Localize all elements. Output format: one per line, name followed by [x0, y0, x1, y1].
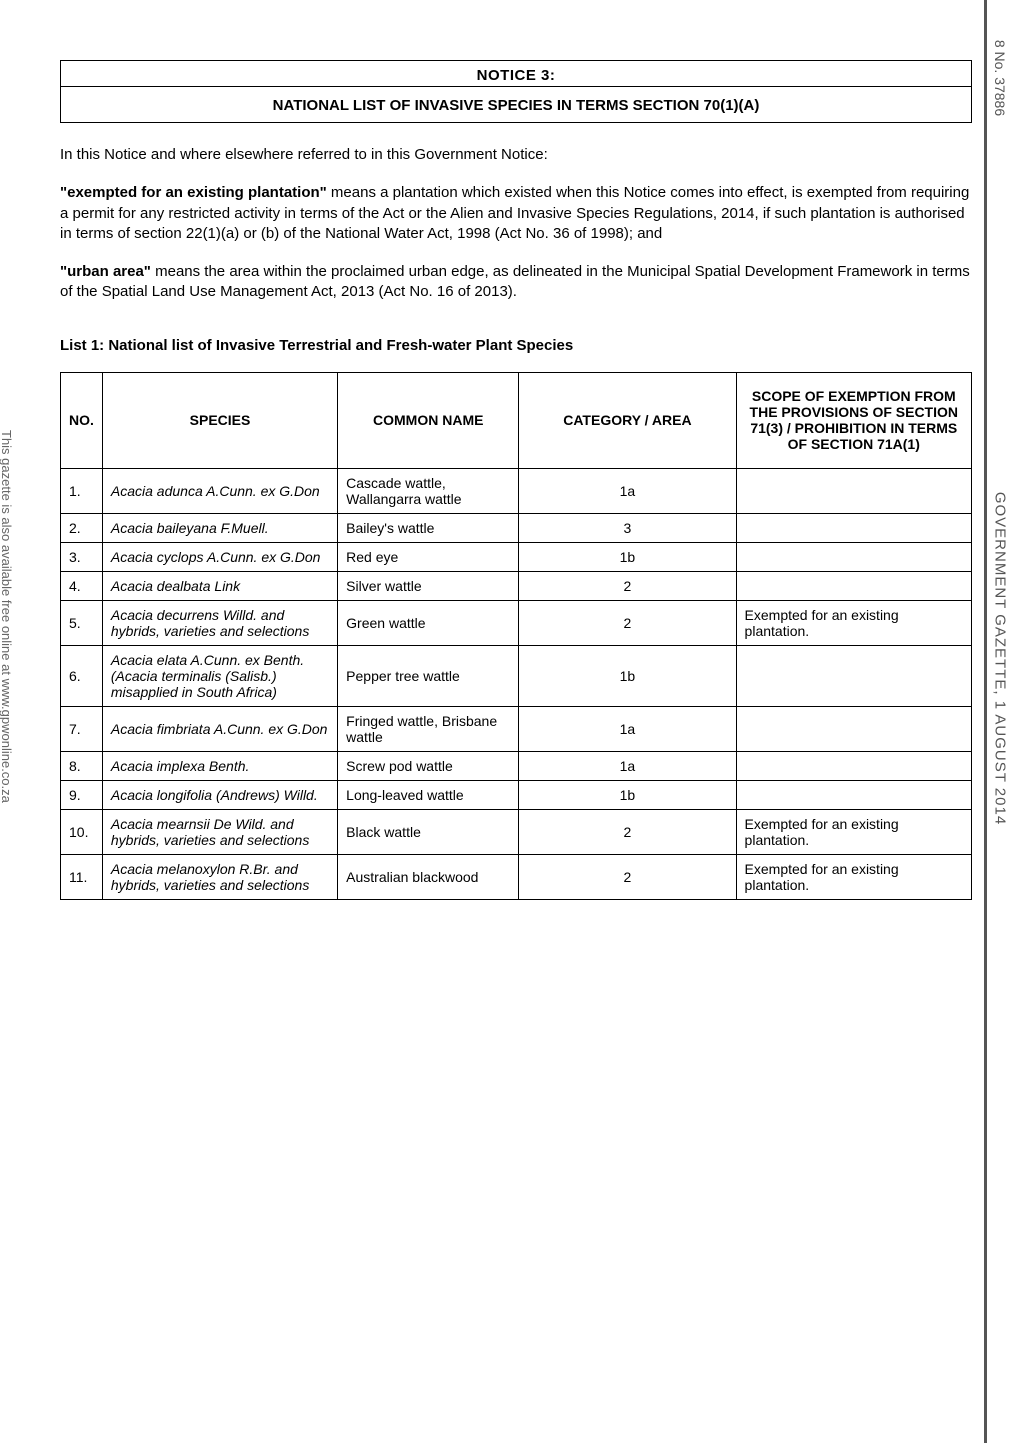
cell-scope: Exempted for an existing plantation. [736, 809, 971, 854]
cell-species: Acacia fimbriata A.Cunn. ex G.Don [102, 706, 337, 751]
table-row: 7.Acacia fimbriata A.Cunn. ex G.DonFring… [61, 706, 972, 751]
cell-category: 2 [519, 600, 736, 645]
cell-category: 2 [519, 809, 736, 854]
cell-category: 1a [519, 468, 736, 513]
cell-species: Acacia implexa Benth. [102, 751, 337, 780]
cell-common: Bailey's wattle [338, 513, 519, 542]
def2-body: means the area within the proclaimed urb… [60, 263, 970, 300]
cell-scope [736, 706, 971, 751]
cell-no: 10. [61, 809, 103, 854]
table-row: 5.Acacia decurrens Willd. and hybrids, v… [61, 600, 972, 645]
cell-no: 7. [61, 706, 103, 751]
cell-scope [736, 751, 971, 780]
table-row: 1.Acacia adunca A.Cunn. ex G.DonCascade … [61, 468, 972, 513]
cell-common: Fringed wattle, Brisbane wattle [338, 706, 519, 751]
cell-common: Long-leaved wattle [338, 780, 519, 809]
cell-species: Acacia baileyana F.Muell. [102, 513, 337, 542]
cell-category: 1b [519, 645, 736, 706]
cell-common: Green wattle [338, 600, 519, 645]
table-row: 2.Acacia baileyana F.Muell.Bailey's watt… [61, 513, 972, 542]
cell-common: Black wattle [338, 809, 519, 854]
cell-species: Acacia melanoxylon R.Br. and hybrids, va… [102, 854, 337, 899]
cell-category: 1b [519, 542, 736, 571]
col-species: SPECIES [102, 372, 337, 468]
cell-common: Cascade wattle, Wallangarra wattle [338, 468, 519, 513]
cell-no: 9. [61, 780, 103, 809]
cell-category: 1a [519, 706, 736, 751]
table-header-row: NO. SPECIES COMMON NAME CATEGORY / AREA … [61, 372, 972, 468]
cell-no: 11. [61, 854, 103, 899]
cell-no: 1. [61, 468, 103, 513]
cell-no: 2. [61, 513, 103, 542]
table-row: 4.Acacia dealbata LinkSilver wattle2 [61, 571, 972, 600]
cell-scope [736, 645, 971, 706]
notice-box: NOTICE 3: NATIONAL LIST OF INVASIVE SPEC… [60, 60, 972, 123]
page-content: NOTICE 3: NATIONAL LIST OF INVASIVE SPEC… [0, 0, 1020, 940]
intro-paragraph: In this Notice and where elsewhere refer… [60, 145, 972, 165]
cell-species: Acacia mearnsii De Wild. and hybrids, va… [102, 809, 337, 854]
cell-common: Silver wattle [338, 571, 519, 600]
cell-category: 2 [519, 854, 736, 899]
cell-no: 6. [61, 645, 103, 706]
table-row: 6.Acacia elata A.Cunn. ex Benth. (Acacia… [61, 645, 972, 706]
cell-no: 5. [61, 600, 103, 645]
def1-term: "exempted for an existing plantation" [60, 184, 327, 201]
cell-no: 8. [61, 751, 103, 780]
cell-scope: Exempted for an existing plantation. [736, 600, 971, 645]
cell-species: Acacia cyclops A.Cunn. ex G.Don [102, 542, 337, 571]
notice-subtitle: NATIONAL LIST OF INVASIVE SPECIES IN TER… [61, 87, 971, 122]
cell-scope [736, 542, 971, 571]
cell-species: Acacia elata A.Cunn. ex Benth. (Acacia t… [102, 645, 337, 706]
table-row: 11.Acacia melanoxylon R.Br. and hybrids,… [61, 854, 972, 899]
cell-species: Acacia decurrens Willd. and hybrids, var… [102, 600, 337, 645]
cell-category: 3 [519, 513, 736, 542]
table-row: 8.Acacia implexa Benth.Screw pod wattle1… [61, 751, 972, 780]
cell-category: 1a [519, 751, 736, 780]
species-table: NO. SPECIES COMMON NAME CATEGORY / AREA … [60, 372, 972, 900]
col-no: NO. [61, 372, 103, 468]
cell-species: Acacia longifolia (Andrews) Willd. [102, 780, 337, 809]
cell-species: Acacia adunca A.Cunn. ex G.Don [102, 468, 337, 513]
cell-no: 3. [61, 542, 103, 571]
table-row: 10.Acacia mearnsii De Wild. and hybrids,… [61, 809, 972, 854]
notice-title: NOTICE 3: [61, 61, 971, 87]
list-title: List 1: National list of Invasive Terres… [60, 337, 972, 354]
cell-scope: Exempted for an existing plantation. [736, 854, 971, 899]
cell-category: 2 [519, 571, 736, 600]
cell-common: Australian blackwood [338, 854, 519, 899]
definition-2: "urban area" means the area within the p… [60, 262, 972, 303]
col-category: CATEGORY / AREA [519, 372, 736, 468]
cell-species: Acacia dealbata Link [102, 571, 337, 600]
cell-scope [736, 571, 971, 600]
col-scope: SCOPE OF EXEMPTION FROM THE PROVISIONS O… [736, 372, 971, 468]
cell-no: 4. [61, 571, 103, 600]
cell-category: 1b [519, 780, 736, 809]
cell-common: Screw pod wattle [338, 751, 519, 780]
cell-scope [736, 468, 971, 513]
cell-scope [736, 513, 971, 542]
col-common: COMMON NAME [338, 372, 519, 468]
def2-term: "urban area" [60, 263, 151, 280]
cell-common: Red eye [338, 542, 519, 571]
table-row: 9.Acacia longifolia (Andrews) Willd.Long… [61, 780, 972, 809]
cell-common: Pepper tree wattle [338, 645, 519, 706]
cell-scope [736, 780, 971, 809]
table-row: 3.Acacia cyclops A.Cunn. ex G.DonRed eye… [61, 542, 972, 571]
definition-1: "exempted for an existing plantation" me… [60, 183, 972, 244]
